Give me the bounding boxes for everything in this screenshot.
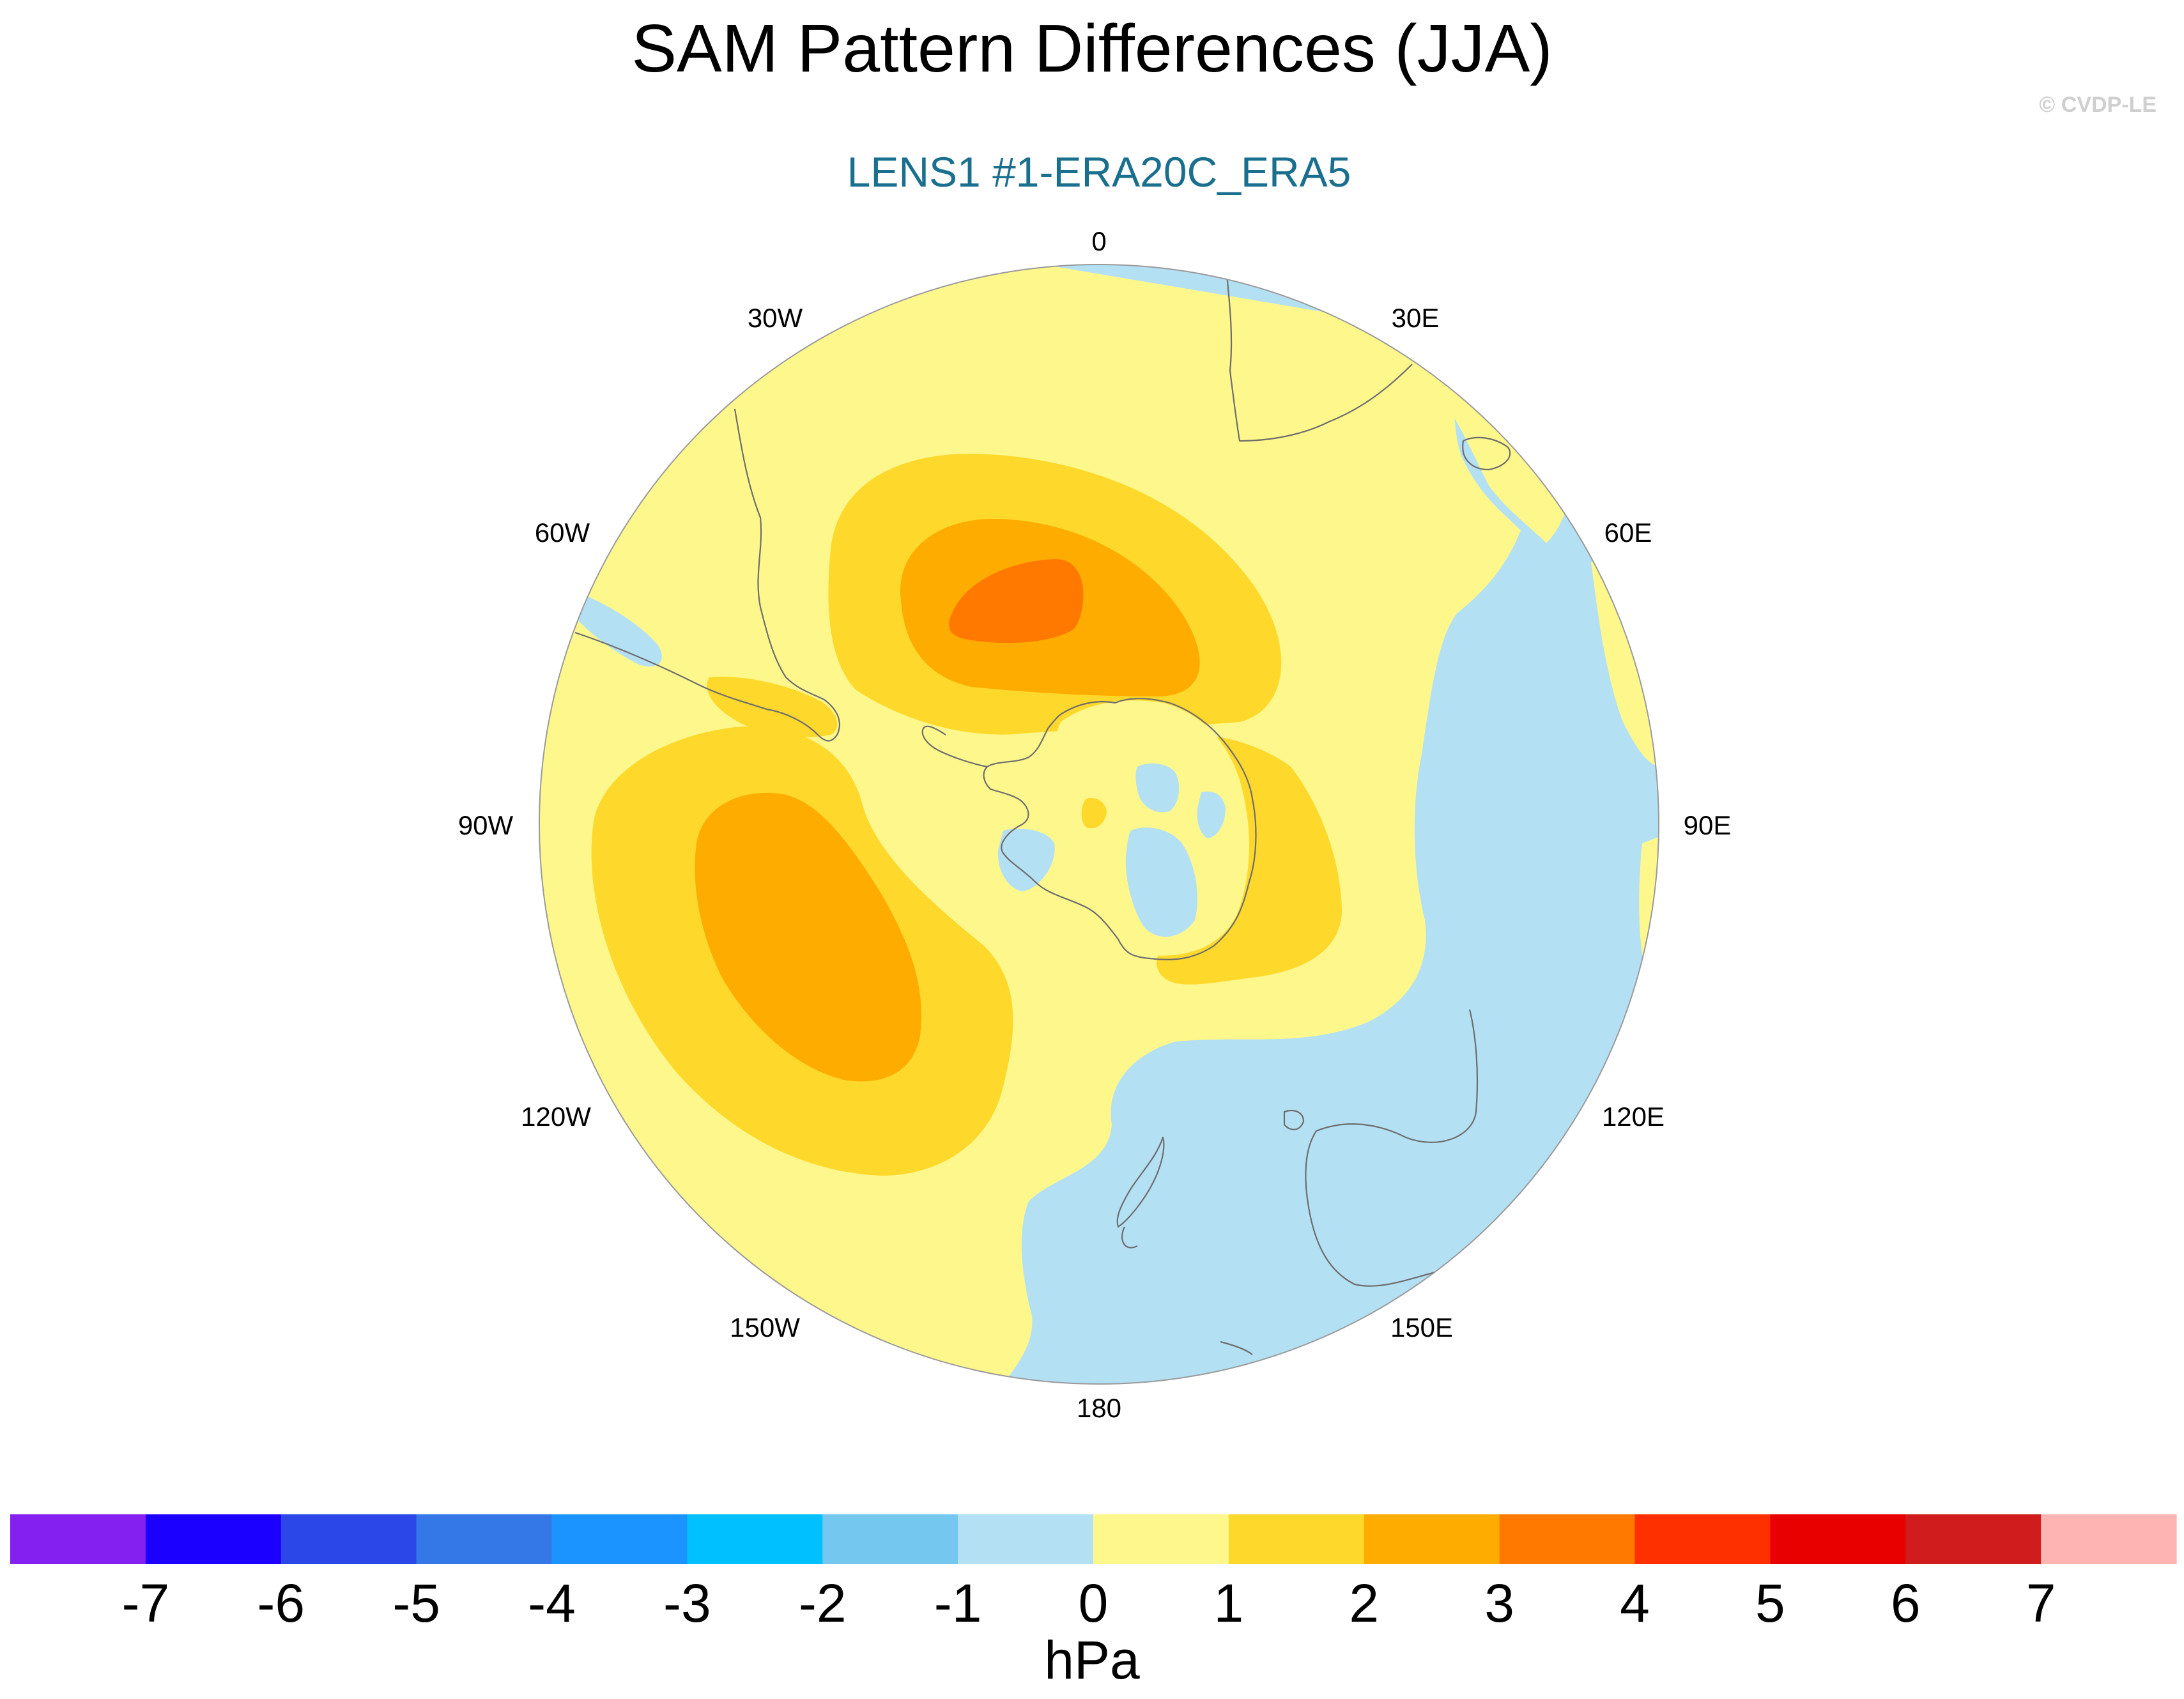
lon-label-120w: 120W — [521, 1102, 591, 1132]
colorbar-units: hPa — [1044, 1630, 1140, 1690]
colorbar-box — [145, 1514, 282, 1564]
field-maximum-atlantic-3-to-4 — [949, 558, 1084, 643]
colorbar-tick-label: 5 — [1755, 1573, 1785, 1633]
colorbar-box — [1093, 1514, 1229, 1564]
field-antarctica-negative-patch-1 — [1135, 763, 1180, 813]
lon-label-150w: 150W — [730, 1312, 800, 1342]
coastline-australia — [1305, 1009, 1479, 1287]
colorbar-tick-label: 6 — [1891, 1573, 1921, 1633]
coastline-madagascar — [1462, 436, 1511, 471]
colorbar-box — [687, 1514, 823, 1564]
colorbar-box — [2041, 1514, 2177, 1564]
colorbar-box — [1364, 1514, 1500, 1564]
map-boundary — [539, 264, 1659, 1385]
coastline-tasmania — [1283, 1110, 1305, 1130]
colorbar-box — [958, 1514, 1094, 1564]
coastlines — [574, 274, 1511, 1355]
coastline-africa — [1226, 274, 1413, 442]
lon-label-180: 180 — [1077, 1393, 1121, 1423]
field-negative-patch-west — [572, 591, 662, 667]
coastline-south-america — [734, 408, 840, 742]
figure-title: SAM Pattern Differences (JJA) — [631, 11, 1552, 86]
lon-label-60e: 60E — [1604, 518, 1652, 548]
colorbar-tick-label: -3 — [663, 1573, 711, 1633]
coastline-new-zealand-north — [1121, 1226, 1138, 1249]
coastline-antarctica — [983, 698, 1257, 960]
colorbar-box — [551, 1514, 688, 1564]
coastline-new-zealand — [1116, 1136, 1165, 1228]
colorbar-box — [281, 1514, 417, 1564]
colorbar-tick-labels: -7 -6 -5 -4 -3 -2 -1 0 1 2 3 4 5 6 7 — [122, 1573, 2056, 1633]
colorbar-tick-label: -2 — [799, 1573, 847, 1633]
colorbar-tick-label: -1 — [934, 1573, 982, 1633]
colorbar-boxes — [10, 1514, 2177, 1564]
colorbar-tick-label: -7 — [122, 1573, 170, 1633]
lon-label-150e: 150E — [1390, 1312, 1453, 1342]
colorbar-box — [1905, 1514, 2042, 1564]
lon-label-120e: 120E — [1602, 1102, 1665, 1132]
polar-map: 0 30E 60E 90E 120E 150E 180 150W 120W 90… — [458, 226, 1732, 1423]
field-yellow-strip-100e — [1639, 831, 1659, 997]
colorbar-box — [1499, 1514, 1636, 1564]
colorbar: -7 -6 -5 -4 -3 -2 -1 0 1 2 3 4 5 6 7 hPa — [10, 1514, 2177, 1690]
colorbar-box — [822, 1514, 958, 1564]
field-fringe-west-antarctic — [707, 677, 838, 737]
longitude-labels: 0 30E 60E 90E 120E 150E 180 150W 120W 90… — [458, 226, 1732, 1423]
colorbar-tick-label: 7 — [2026, 1573, 2056, 1633]
lon-label-90w: 90W — [458, 810, 514, 840]
field-negative-region-east — [990, 265, 1659, 1384]
colorbar-tick-label: 1 — [1214, 1573, 1244, 1633]
lon-label-90e: 90E — [1684, 810, 1732, 840]
colorbar-box — [1770, 1514, 1906, 1564]
colorbar-tick-label: -6 — [257, 1573, 305, 1633]
field-antarctica-positive-patch — [1081, 797, 1107, 829]
lon-label-30w: 30W — [748, 303, 803, 333]
colorbar-tick-label: -5 — [392, 1573, 440, 1633]
credit-label: © CVDP-LE — [2039, 93, 2157, 117]
field-antarctica-negative-patch-4 — [1197, 791, 1226, 838]
colorbar-tick-label: 2 — [1349, 1573, 1379, 1633]
colorbar-tick-label: 4 — [1620, 1573, 1650, 1633]
colorbar-box — [416, 1514, 553, 1564]
colorbar-box — [1634, 1514, 1771, 1564]
lon-label-0: 0 — [1091, 226, 1106, 256]
lon-label-60w: 60W — [535, 518, 590, 548]
colorbar-tick-label: -4 — [528, 1573, 576, 1633]
colorbar-tick-label: 0 — [1079, 1573, 1109, 1633]
colorbar-box — [10, 1514, 146, 1564]
figure-subtitle: LENS1 #1-ERA20C_ERA5 — [847, 148, 1351, 196]
field-antarctica-negative-patch-2 — [1125, 827, 1197, 937]
colorbar-box — [1228, 1514, 1365, 1564]
coastline-new-guinea — [1220, 1341, 1253, 1355]
coastline-south-america-west — [574, 631, 819, 735]
colorbar-tick-label: 3 — [1484, 1573, 1514, 1633]
lon-label-30e: 30E — [1392, 303, 1440, 333]
coastline-antarctic-peninsula — [921, 725, 988, 768]
field-antarctica-negative-patch-3 — [997, 828, 1055, 891]
field-maximum-pacific-2-to-3 — [695, 792, 921, 1082]
